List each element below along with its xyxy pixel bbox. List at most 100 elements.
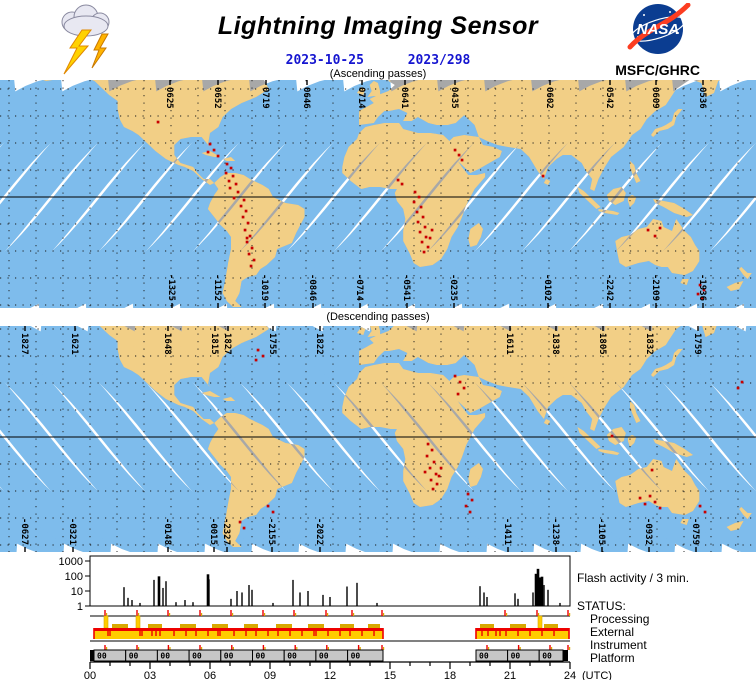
orbit-time-label: 0646 [301,87,311,109]
orbit-time-label: -1105 [596,518,606,545]
flash-activity-chart: 1000 100 10 1 Flash activity / 3 min. STATUS:… [59,555,689,680]
orbit-time-label: 0625 [164,87,174,109]
orbit-time-label: 1759 [692,333,702,355]
orbit-time-label: 1822 [314,333,324,355]
platform-status-code: 00 [351,652,361,661]
processing-status-marks [104,610,571,616]
orbit-time-label: -2242 [604,274,614,301]
orbit-time-label: -0759 [690,518,700,545]
platform-status-code: 00 [479,652,489,661]
orbit-time-label: -0932 [643,518,653,545]
orbit-time-label: 0652 [212,87,222,109]
orbit-time-label: -0541 [401,274,411,301]
platform-status-code: 00 [511,652,521,661]
orbit-time-label: -0015 [208,518,218,545]
orbit-time-label: 0536 [697,87,707,109]
status-row-label: Platform [590,651,635,665]
orbit-time-label: -0714 [354,274,364,302]
orbit-time-label: 1832 [644,333,654,355]
orbit-time-label: 0542 [604,87,614,109]
time-axis-label: 00 [84,670,96,680]
lightning-bolt-icon [63,29,109,75]
orbit-time-label: -0148 [162,518,172,545]
orbit-time-labels: 1827 1621 1648 1815 1827 1755 1822 1611 1838 1805… [19,326,702,552]
flash-dots [156,120,706,300]
page-title: Lightning Imaging Sensor [217,12,539,40]
platform-status-code: 00 [192,652,202,661]
orbit-time-label: 0714 [356,87,366,109]
orbit-time-label: -2022 [314,518,324,545]
status-row-label: Processing [590,612,649,626]
descending-passes-map: 1827 1621 1648 1815 1827 1755 1822 1611 1838 1805… [0,285,756,557]
orbit-time-label: -1936 [697,274,707,301]
utc-axis-unit: (UTC) [582,670,612,680]
orbit-time-label: 1838 [550,333,560,355]
orbit-time-label: 1827 [222,333,232,355]
time-axis-label: 09 [264,670,276,680]
orbit-time-label: -0102 [542,274,552,301]
orbit-time-label: -0235 [448,274,458,301]
status-heading: STATUS: [577,599,626,613]
orbit-time-label: -1019 [259,274,269,301]
orbit-time-label: 0435 [449,87,459,109]
platform-status-code: 00 [160,652,170,661]
nasa-wordmark: NASA [636,21,679,38]
time-axis: 00 03 06 09 12 15 18 21 24 (UTC) [84,661,612,680]
nasa-logo: NASA [627,2,691,54]
y-axis-tick-label: 10 [71,586,83,598]
ascending-passes-map: 0625 0652 0719 0646 0714 0641 0435 0602 0542 0609… [0,45,756,317]
orbit-time-label: 1611 [504,333,514,355]
lightning-cloud-icon [61,4,110,75]
chart-title: Flash activity / 3 min. [577,571,689,585]
nasa-block: NASA MSFC/GHRC [615,2,700,78]
orbit-ellipse [630,16,685,42]
status-row-label: External [590,625,634,639]
cloud-shape [61,4,110,37]
orbit-time-label: 1755 [267,333,277,355]
day-of-year-label: 2023/298 [407,53,471,68]
ascending-passes-caption: (Ascending passes) [329,68,427,80]
time-axis-label: 03 [144,670,156,680]
time-axis-label: 15 [384,670,396,680]
map-canvas: 1827 1621 1648 1815 1827 1755 1822 1611 1838 1805… [0,285,756,557]
orbit-time-label: -2109 [650,274,660,301]
time-axis-label: 24 [564,670,576,680]
flash-dots [238,348,744,530]
flash-activity-panel: 1000 100 10 1 Flash activity / 3 min. STATUS:… [0,552,756,680]
status-row-label: Instrument [590,638,647,652]
time-axis-label: 18 [444,670,456,680]
instrument-status-band [93,628,570,639]
descending-passes-caption: (Descending passes) [326,311,430,323]
orbit-time-label: -2155 [266,518,276,545]
orbit-time-label: 1827 [19,333,29,355]
orbit-time-label: 0641 [399,87,409,109]
platform-orbit-boxes: 00 00 00 00 00 00 00 00 00 00 00 00 [90,649,568,662]
orbit-time-label: -1238 [550,518,560,545]
orbit-time-label: -0846 [307,274,317,301]
orbit-time-label: 1648 [162,333,172,355]
time-axis-label: 21 [504,670,516,680]
platform-status-code: 00 [129,652,139,661]
red-swoosh [627,2,691,50]
orbit-time-label: 1815 [209,333,219,355]
orbit-time-labels: 0625 0652 0719 0646 0714 0641 0435 0602 0542 0609… [164,80,707,308]
orbit-time-label: 0609 [650,87,660,109]
time-axis-label: 06 [204,670,216,680]
orbit-time-label: -2327 [221,518,231,545]
platform-status-code: 00 [224,652,234,661]
flash-spikes [123,568,561,606]
date-label: 2023-10-25 [285,53,364,68]
time-axis-label: 12 [324,670,336,680]
platform-status-code: 00 [256,652,266,661]
orbit-time-label: -1152 [212,274,222,301]
orbit-time-label: -0627 [19,518,29,545]
orbit-time-label: -1325 [166,274,176,301]
platform-status-code: 00 [319,652,329,661]
external-status-marks [103,615,558,629]
y-axis-tick-label: 100 [65,571,83,583]
orbit-time-label: 0719 [260,87,270,109]
platform-status-marks [104,645,571,650]
date-line: 2023-10-25 2023/298 [0,53,756,68]
orbit-time-label: 1805 [597,333,607,355]
